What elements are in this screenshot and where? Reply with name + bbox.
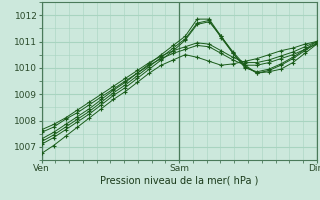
X-axis label: Pression niveau de la mer( hPa ): Pression niveau de la mer( hPa ) <box>100 176 258 186</box>
